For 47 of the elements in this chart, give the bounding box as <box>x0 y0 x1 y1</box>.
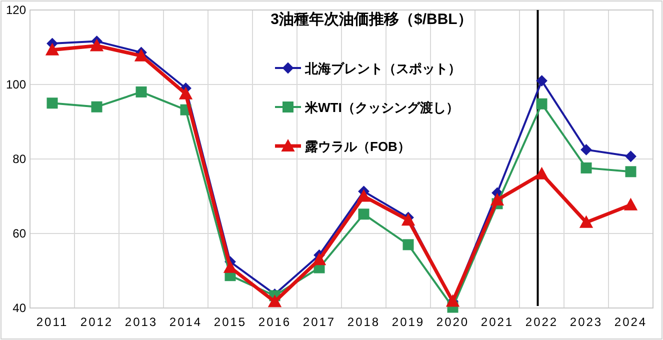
point <box>358 208 370 220</box>
point <box>580 216 593 228</box>
point <box>268 295 282 308</box>
x-tick-label: 2023 <box>570 315 603 329</box>
y-tick-label: 100 <box>6 78 26 92</box>
x-tick-label: 2013 <box>124 315 158 329</box>
y-tick-label: 80 <box>12 152 26 166</box>
y-tick-label: 40 <box>12 301 26 315</box>
legend-label: 北海ブレント（スポット） <box>304 61 461 76</box>
x-tick-label: 2024 <box>614 315 648 329</box>
x-tick-label: 2014 <box>169 315 202 329</box>
point <box>357 190 370 202</box>
x-tick-label: 2011 <box>36 315 68 329</box>
point <box>625 150 636 162</box>
point <box>46 98 58 109</box>
point <box>91 101 102 112</box>
point <box>224 260 237 273</box>
point <box>535 167 548 180</box>
point <box>312 253 326 266</box>
y-tick-label: 60 <box>12 226 26 240</box>
point <box>46 43 59 56</box>
y-tick-label: 120 <box>6 3 26 17</box>
point <box>179 87 192 100</box>
point <box>536 98 548 110</box>
legend-label: 露ウラル（FOB） <box>304 139 410 154</box>
point <box>402 214 415 226</box>
legend-label: 米WTI（クッシング渡し） <box>304 100 459 115</box>
x-tick-label: 2020 <box>436 315 470 329</box>
point <box>134 49 148 62</box>
point <box>580 144 592 156</box>
chart-title: 3油種年次油価推移（$/BBL） <box>270 11 472 28</box>
point <box>624 198 638 210</box>
x-tick-label: 2021 <box>480 315 514 329</box>
x-tick-label: 2016 <box>258 315 292 329</box>
point <box>136 86 147 98</box>
point <box>580 162 592 174</box>
point <box>625 166 636 178</box>
x-tick-label: 2018 <box>347 315 380 329</box>
point <box>90 39 104 52</box>
point <box>490 193 504 206</box>
x-tick-label: 2012 <box>80 315 114 329</box>
x-tick-label: 2017 <box>302 315 336 329</box>
point <box>402 239 414 250</box>
x-tick-label: 2015 <box>214 315 247 329</box>
point <box>536 75 548 86</box>
x-tick-label: 2019 <box>392 315 425 329</box>
x-tick-label: 2022 <box>525 315 558 329</box>
